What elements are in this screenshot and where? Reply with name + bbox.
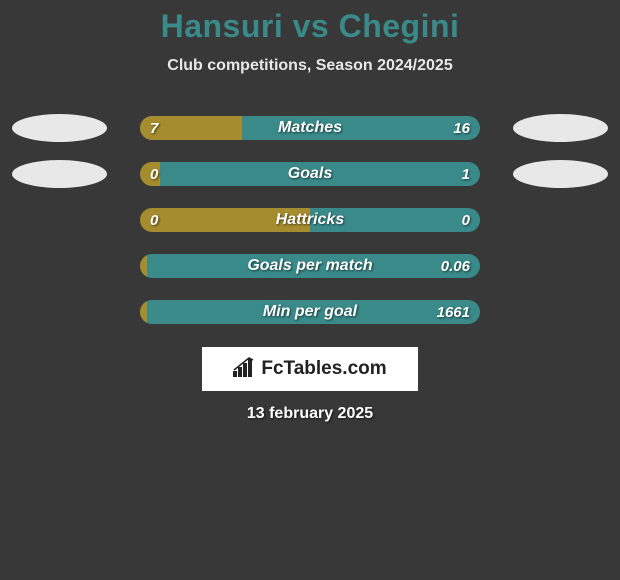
stat-label: Matches <box>140 116 480 140</box>
date-text: 13 february 2025 <box>0 405 620 423</box>
stat-bar: 0.06Goals per match <box>140 254 480 278</box>
page-title: Hansuri vs Chegini <box>0 8 620 45</box>
stats-list: 716Matches 01Goals 00Hattricks 0.06Goals pe… <box>0 105 620 335</box>
stat-label: Goals <box>140 162 480 186</box>
stat-bar: 1661Min per goal <box>140 300 480 324</box>
stat-row: 00Hattricks <box>0 197 620 243</box>
stat-label: Goals per match <box>140 254 480 278</box>
team-badge-right <box>513 160 608 188</box>
logo-text: FcTables.com <box>261 358 386 380</box>
stat-bar: 01Goals <box>140 162 480 186</box>
stat-bar: 716Matches <box>140 116 480 140</box>
team-badge-left <box>12 114 107 142</box>
logo-box[interactable]: FcTables.com <box>202 347 418 391</box>
stat-row: 01Goals <box>0 151 620 197</box>
stat-row: 1661Min per goal <box>0 289 620 335</box>
logo-inner: FcTables.com <box>233 357 386 382</box>
stat-row: 0.06Goals per match <box>0 243 620 289</box>
comparison-container: Hansuri vs Chegini Club competitions, Se… <box>0 0 620 423</box>
stat-label: Min per goal <box>140 300 480 324</box>
stat-bar: 00Hattricks <box>140 208 480 232</box>
stat-label: Hattricks <box>140 208 480 232</box>
page-subtitle: Club competitions, Season 2024/2025 <box>0 57 620 75</box>
chart-icon <box>233 357 257 382</box>
stat-row: 716Matches <box>0 105 620 151</box>
team-badge-right <box>513 114 608 142</box>
team-badge-left <box>12 160 107 188</box>
